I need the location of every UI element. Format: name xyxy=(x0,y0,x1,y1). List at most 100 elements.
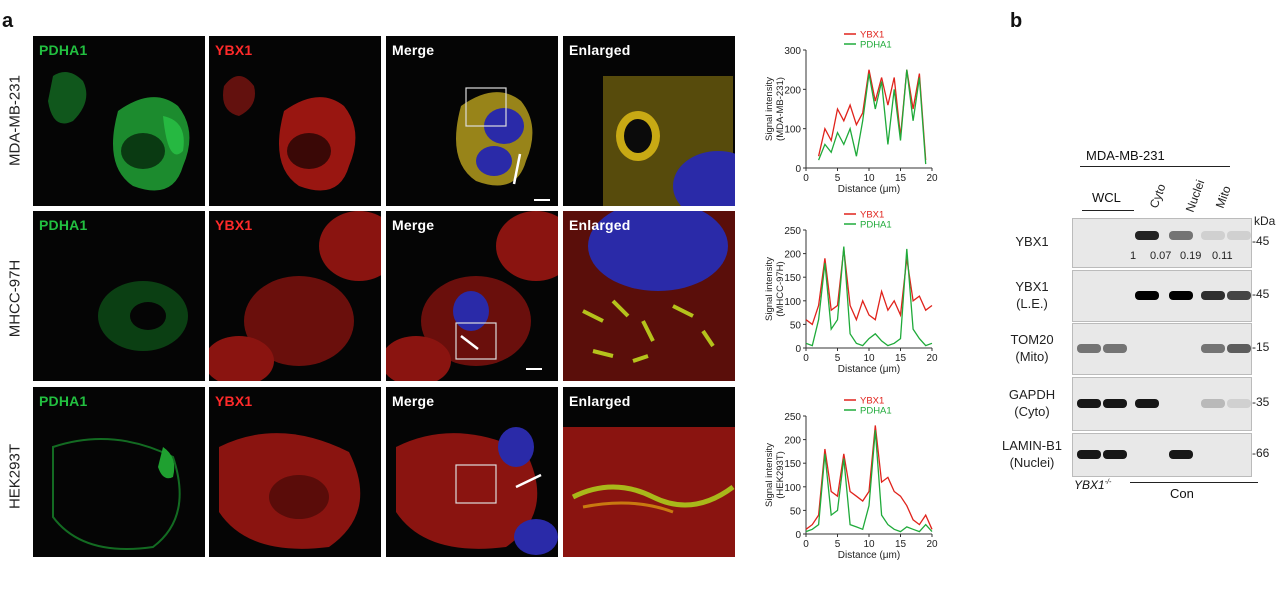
image-ybx1-hek: YBX1 xyxy=(209,387,381,557)
x-tick-label: 15 xyxy=(895,173,907,184)
wb-row-label: YBX1 (L.E.) xyxy=(1015,279,1049,311)
band xyxy=(1103,344,1127,353)
y-tick-label: 50 xyxy=(790,320,802,331)
pdha1-cell-shape xyxy=(48,72,190,191)
legend-label: PDHA1 xyxy=(860,220,892,231)
y-axis-label: Signal intensity xyxy=(764,77,775,141)
image-pdha1-hek: PDHA1 xyxy=(33,387,205,557)
y-tick-label: 100 xyxy=(784,483,801,494)
wb-row-label: LAMIN-B1 (Nuclei) xyxy=(1002,438,1062,470)
band xyxy=(1077,344,1101,353)
kda-marker: -45 xyxy=(1252,234,1270,248)
panel-letter-a: a xyxy=(2,10,14,32)
series-line xyxy=(817,69,927,165)
legend-label: PDHA1 xyxy=(860,406,892,417)
quant-value: 0.19 xyxy=(1180,250,1202,262)
image-enlarged-mhcc: Enlarged xyxy=(563,211,735,381)
band xyxy=(1103,450,1127,459)
y-tick-label: 150 xyxy=(784,273,801,284)
band xyxy=(1169,291,1193,300)
y-axis-label-group: Signal intensity (MDA-MB-231) xyxy=(764,77,786,141)
wb-group-line xyxy=(1080,166,1230,167)
tile-label-merge: Merge xyxy=(392,42,435,58)
row-label-mhcc: MHCC-97H xyxy=(6,259,24,338)
x-tick-label: 15 xyxy=(895,353,907,364)
kda-marker: -66 xyxy=(1252,446,1270,460)
tile-label-pdha1: PDHA1 xyxy=(39,42,88,58)
band xyxy=(1227,344,1251,353)
image-ybx1-mda: YBX1 xyxy=(209,36,381,206)
tile-label-enlarged: Enlarged xyxy=(569,393,631,409)
x-tick-label: 10 xyxy=(863,539,875,550)
kda-marker: -15 xyxy=(1252,340,1270,354)
quant-value: 0.07 xyxy=(1150,250,1172,262)
lane-label-cyto: Cyto xyxy=(1146,182,1169,210)
blot-strip xyxy=(1072,377,1252,431)
enlarged-cell-shape xyxy=(563,427,735,557)
band xyxy=(1135,231,1159,240)
con-line xyxy=(1130,482,1258,483)
band xyxy=(1201,291,1225,300)
enlarged-cell-shape xyxy=(603,76,735,206)
band xyxy=(1227,291,1251,300)
wb-group-label: MDA-MB-231 xyxy=(1086,148,1165,163)
x-tick-label: 10 xyxy=(863,173,875,184)
x-tick-label: 10 xyxy=(863,353,875,364)
wb-row-label: YBX1 xyxy=(1015,234,1049,249)
tile-label-merge: Merge xyxy=(392,217,435,233)
x-tick-label: 0 xyxy=(803,539,809,550)
y-tick-label: 0 xyxy=(795,164,801,175)
blot-strip xyxy=(1072,218,1252,268)
image-enlarged-mda: Enlarged xyxy=(563,36,735,206)
x-tick-label: 0 xyxy=(803,353,809,364)
row-label-mda: MDA-MB-231 xyxy=(6,75,24,166)
band xyxy=(1077,450,1101,459)
image-enlarged-hek: Enlarged xyxy=(563,387,735,557)
y-tick-label: 0 xyxy=(795,344,801,355)
tile-label-ybx1: YBX1 xyxy=(215,393,253,409)
tile-label-enlarged: Enlarged xyxy=(569,42,631,58)
band xyxy=(1169,450,1193,459)
band xyxy=(1201,231,1225,240)
band xyxy=(1135,399,1159,408)
blot-strip xyxy=(1072,323,1252,375)
x-tick-label: 20 xyxy=(926,539,938,550)
y-tick-label: 50 xyxy=(790,506,802,517)
band xyxy=(1077,399,1101,408)
image-pdha1-mhcc: PDHA1 xyxy=(33,211,205,381)
y-tick-label: 300 xyxy=(784,46,801,57)
line-profile-chart-hek: 0 50 100 150 200 250 0 5 10 15 20 Distance (μm) Sign… xyxy=(764,396,938,562)
image-merge-mda: Merge xyxy=(386,36,558,206)
y-axis-label-group: Signal intensity (HEK293T) xyxy=(764,443,786,507)
y-axis-label-unit: (HEK293T) xyxy=(775,451,786,499)
blot-strip xyxy=(1072,433,1252,477)
y-axis-label-unit: (MHCC-97H) xyxy=(775,261,786,316)
band xyxy=(1227,399,1251,408)
genotype-sup: -/- xyxy=(1104,479,1112,486)
y-tick-label: 0 xyxy=(795,530,801,541)
y-tick-label: 200 xyxy=(784,436,801,447)
series-line xyxy=(805,430,933,533)
y-axis-label-group: Signal intensity (MHCC-97H) xyxy=(764,257,786,321)
lane-label-nuclei: Nuclei xyxy=(1182,177,1208,214)
row-label-hek: HEK293T xyxy=(6,443,24,510)
tile-label-merge: Merge xyxy=(392,393,435,409)
band xyxy=(1201,399,1225,408)
tile-label-pdha1: PDHA1 xyxy=(39,393,88,409)
x-tick-label: 5 xyxy=(835,539,841,550)
ybx1-cell-shape xyxy=(209,211,381,381)
x-tick-label: 20 xyxy=(926,173,938,184)
ybx1-cell-shape xyxy=(219,433,361,549)
band xyxy=(1169,231,1193,240)
series-line xyxy=(817,69,927,161)
tile-label-ybx1: YBX1 xyxy=(215,217,253,233)
x-tick-label: 0 xyxy=(803,173,809,184)
merge-cell-shape xyxy=(456,87,550,201)
y-axis-label: Signal intensity xyxy=(764,257,775,321)
wb-row-label: GAPDH (Cyto) xyxy=(1008,387,1056,419)
y-tick-label: 250 xyxy=(784,226,801,237)
legend-label: YBX1 xyxy=(860,396,884,407)
image-merge-mhcc: Merge xyxy=(386,211,558,381)
enlarged-cell-shape xyxy=(563,211,735,381)
genotype-label: YBX1-/- xyxy=(1074,478,1111,492)
